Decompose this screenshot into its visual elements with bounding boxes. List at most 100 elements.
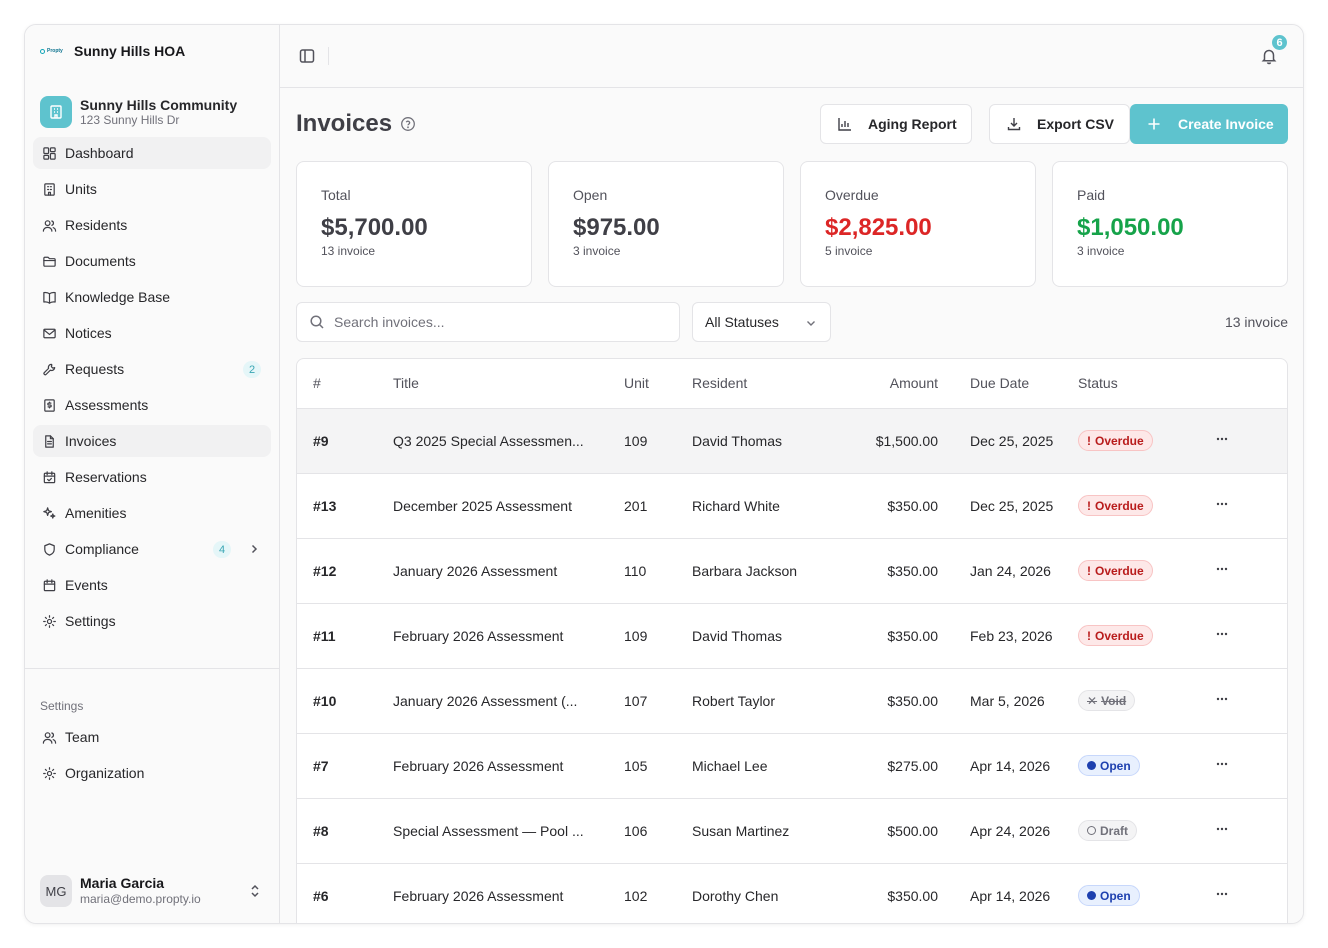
table-row[interactable]: #7 February 2026 Assessment 105 Michael Lee… bbox=[297, 733, 1287, 799]
cell-due-date: Apr 24, 2026 bbox=[938, 798, 1078, 864]
table-row[interactable]: #12 January 2026 Assessment 110 Barbara Jac… bbox=[297, 538, 1287, 604]
alert-icon: ! bbox=[1087, 563, 1091, 578]
table-row[interactable]: #10 January 2026 Assessment (... 107 Robert… bbox=[297, 668, 1287, 734]
col-status[interactable]: Status bbox=[1078, 359, 1207, 409]
search-input[interactable] bbox=[334, 314, 654, 330]
stat-card-open: Open $975.00 3 invoice bbox=[548, 161, 784, 287]
col-due-date[interactable]: Due Date bbox=[938, 359, 1078, 409]
cell-amount: $350.00 bbox=[812, 668, 938, 734]
status-filter-value: All Statuses bbox=[705, 314, 779, 330]
topbar: 6 bbox=[280, 25, 1303, 88]
chevron-right-icon[interactable] bbox=[247, 542, 261, 556]
sidebar-item-reservations[interactable]: Reservations bbox=[33, 461, 271, 493]
stat-card-paid: Paid $1,050.00 3 invoice bbox=[1052, 161, 1288, 287]
more-horizontal-icon[interactable] bbox=[1215, 627, 1229, 641]
bell-icon[interactable] bbox=[1260, 47, 1278, 65]
dollar-receipt-icon bbox=[41, 397, 57, 413]
cell-resident: David Thomas bbox=[692, 603, 812, 669]
community-address: 123 Sunny Hills Dr bbox=[80, 112, 180, 127]
col-title[interactable]: Title bbox=[393, 359, 624, 409]
more-horizontal-icon[interactable] bbox=[1215, 562, 1229, 576]
cell-number: #6 bbox=[297, 863, 393, 923]
building-icon bbox=[41, 181, 57, 197]
status-badge: ✕ Void bbox=[1078, 690, 1136, 711]
chevron-down-icon bbox=[807, 321, 815, 326]
sidebar-item-settings[interactable]: Settings bbox=[33, 605, 271, 637]
users-icon bbox=[41, 729, 57, 745]
cell-actions bbox=[1207, 863, 1287, 923]
community-switcher[interactable]: Sunny Hills Community 123 Sunny Hills Dr bbox=[25, 77, 279, 137]
stat-label: Overdue bbox=[825, 187, 879, 203]
aging-report-button[interactable]: Aging Report bbox=[820, 104, 972, 144]
cell-due-date: Apr 14, 2026 bbox=[938, 863, 1078, 923]
table-header-row: # Title Unit Resident Amount Due Date St… bbox=[297, 359, 1287, 409]
open-dot-icon bbox=[1087, 761, 1096, 770]
cell-amount: $500.00 bbox=[812, 798, 938, 864]
more-horizontal-icon[interactable] bbox=[1215, 822, 1229, 836]
sidebar-item-label: Requests bbox=[65, 361, 125, 377]
more-horizontal-icon[interactable] bbox=[1215, 432, 1229, 446]
filters-bar: All Statuses 13 invoice bbox=[296, 302, 1288, 343]
col-resident[interactable]: Resident bbox=[692, 359, 812, 409]
chevrons-up-down-icon bbox=[251, 884, 259, 898]
sidebar-item-residents[interactable]: Residents bbox=[33, 209, 271, 241]
sidebar-item-amenities[interactable]: Amenities bbox=[33, 497, 271, 529]
status-badge: ! Overdue bbox=[1078, 560, 1153, 581]
cell-unit: 109 bbox=[624, 408, 692, 474]
main-nav: Dashboard Units Residents Documents Knowledg… bbox=[25, 137, 279, 637]
status-badge: ! Overdue bbox=[1078, 430, 1153, 451]
file-text-icon bbox=[41, 433, 57, 449]
open-dot-icon bbox=[1087, 891, 1096, 900]
sidebar-item-knowledge-base[interactable]: Knowledge Base bbox=[33, 281, 271, 313]
sidebar-item-organization[interactable]: Organization bbox=[33, 757, 271, 789]
cell-number: #13 bbox=[297, 473, 393, 539]
stat-card-total: Total $5,700.00 13 invoice bbox=[296, 161, 532, 287]
more-horizontal-icon[interactable] bbox=[1215, 887, 1229, 901]
col-unit[interactable]: Unit bbox=[624, 359, 692, 409]
sidebar-item-label: Notices bbox=[65, 325, 112, 341]
sidebar-item-compliance[interactable]: Compliance 4 bbox=[33, 533, 271, 565]
table-row[interactable]: #8 Special Assessment — Pool ... 106 Susan … bbox=[297, 798, 1287, 864]
export-csv-button[interactable]: Export CSV bbox=[989, 104, 1130, 144]
sidebar-item-units[interactable]: Units bbox=[33, 173, 271, 205]
sidebar-item-label: Documents bbox=[65, 253, 136, 269]
stat-sub: 5 invoice bbox=[825, 244, 873, 258]
stat-value: $2,825.00 bbox=[825, 214, 932, 241]
table-row[interactable]: #9 Q3 2025 Special Assessmen... 109 David T… bbox=[297, 408, 1287, 474]
more-horizontal-icon[interactable] bbox=[1215, 692, 1229, 706]
sidebar-item-documents[interactable]: Documents bbox=[33, 245, 271, 277]
sidebar-toggle-icon[interactable] bbox=[298, 47, 316, 65]
table-row[interactable]: #11 February 2026 Assessment 109 David Thom… bbox=[297, 603, 1287, 669]
create-invoice-button[interactable]: Create Invoice bbox=[1130, 104, 1288, 144]
help-circle-icon[interactable] bbox=[400, 116, 416, 132]
sidebar-item-invoices[interactable]: Invoices bbox=[33, 425, 271, 457]
col-number[interactable]: # bbox=[297, 359, 393, 409]
more-horizontal-icon[interactable] bbox=[1215, 757, 1229, 771]
cell-actions bbox=[1207, 473, 1287, 539]
sidebar-item-dashboard[interactable]: Dashboard bbox=[33, 137, 271, 169]
cell-amount: $350.00 bbox=[812, 603, 938, 669]
table-row[interactable]: #13 December 2025 Assessment 201 Richard Wh… bbox=[297, 473, 1287, 539]
aging-report-label: Aging Report bbox=[868, 116, 957, 132]
sidebar-item-label: Residents bbox=[65, 217, 128, 233]
table-row[interactable]: #6 February 2026 Assessment 102 Dorothy Che… bbox=[297, 863, 1287, 923]
more-horizontal-icon[interactable] bbox=[1215, 497, 1229, 511]
sidebar-item-events[interactable]: Events bbox=[33, 569, 271, 601]
sidebar-item-requests[interactable]: Requests 2 bbox=[33, 353, 271, 385]
user-menu[interactable]: MG Maria Garcia maria@demo.propty.io bbox=[40, 874, 269, 908]
cell-resident: David Thomas bbox=[692, 408, 812, 474]
sidebar-item-label: Compliance bbox=[65, 541, 139, 557]
status-filter-select[interactable]: All Statuses bbox=[692, 302, 831, 342]
sparkles-icon bbox=[41, 505, 57, 521]
status-badge-label: Overdue bbox=[1095, 563, 1144, 578]
building-icon bbox=[40, 96, 72, 128]
sidebar-item-label: Knowledge Base bbox=[65, 289, 171, 305]
cell-resident: Robert Taylor bbox=[692, 668, 812, 734]
cell-unit: 107 bbox=[624, 668, 692, 734]
user-email: maria@demo.propty.io bbox=[80, 892, 201, 906]
sidebar-item-team[interactable]: Team bbox=[33, 721, 271, 753]
col-amount[interactable]: Amount bbox=[812, 359, 938, 409]
sidebar-item-notices[interactable]: Notices bbox=[33, 317, 271, 349]
cell-title: Special Assessment — Pool ... bbox=[393, 798, 624, 864]
sidebar-item-assessments[interactable]: Assessments bbox=[33, 389, 271, 421]
